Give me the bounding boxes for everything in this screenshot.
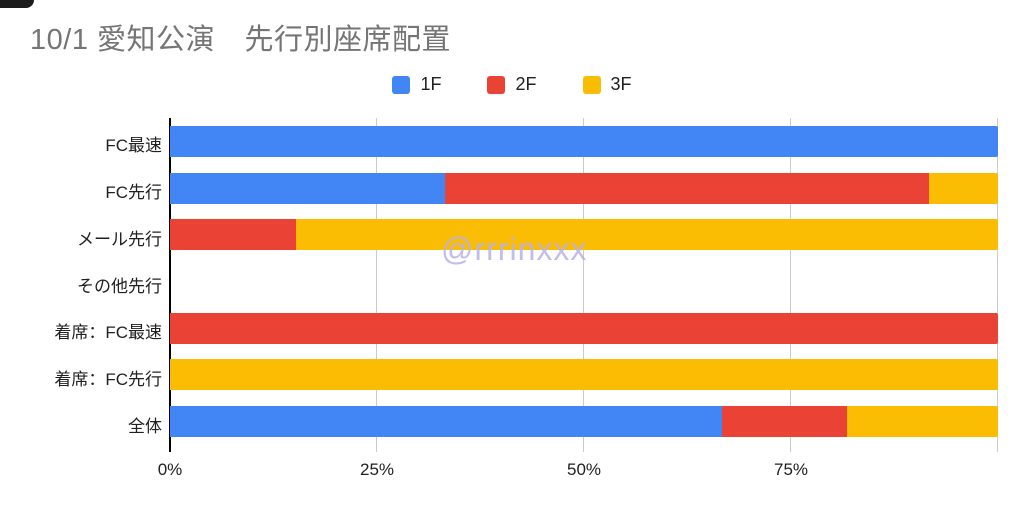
category-label-メール先行: メール先行	[77, 229, 162, 249]
x-tick-label-25%: 25%	[359, 460, 395, 479]
watermark: @rrrinxxx	[441, 231, 588, 267]
category-label-着席：FC最速: 着席：FC最速	[54, 323, 162, 343]
bar-segment-FC先行-2F	[444, 172, 930, 204]
bar-row-FC最速	[170, 125, 998, 157]
x-tick-label-0%: 0%	[157, 460, 183, 479]
legend-swatch-1F	[392, 75, 411, 94]
gridline-50	[583, 118, 584, 452]
category-label-FC最速: FC最速	[105, 136, 162, 156]
corner-artifact	[0, 0, 34, 8]
category-label-FC先行: FC先行	[105, 183, 162, 203]
legend-swatch-3F	[582, 75, 601, 94]
legend-label: 1F	[420, 74, 442, 94]
bar-row-着席：FC最速	[170, 312, 998, 344]
bar-segment-FC先行-3F	[929, 172, 998, 204]
bar-segment-FC最速-1F	[170, 125, 998, 157]
category-label-全体: 全体	[128, 416, 162, 436]
legend-item-2F: 2F	[487, 74, 537, 95]
x-tick-label-75%: 75%	[773, 460, 809, 479]
bar-segment-全体-3F	[847, 406, 998, 438]
gridline-100	[997, 118, 998, 452]
category-label-着席：FC先行: 着席：FC先行	[54, 369, 162, 389]
category-label-その他先行: その他先行	[77, 276, 162, 296]
bar-segment-全体-1F	[170, 406, 723, 438]
bar-segment-全体-2F	[722, 406, 848, 438]
bar-row-その他先行	[170, 266, 998, 297]
gridline-25	[376, 118, 377, 452]
bar-segment-着席：FC最速-2F	[170, 312, 998, 344]
legend-label: 3F	[610, 74, 632, 94]
x-tick-label-50%: 50%	[566, 460, 602, 479]
legend-item-1F: 1F	[392, 74, 441, 95]
chart-title: 10/1 愛知公演 先行別座席配置	[30, 24, 452, 56]
legend-swatch-2F	[487, 75, 506, 94]
gridline-75	[790, 118, 791, 452]
y-axis-line	[169, 118, 171, 452]
plot-area	[169, 118, 998, 452]
bar-segment-着席：FC先行-3F	[170, 359, 998, 391]
legend: 1F 2F 3F	[0, 74, 1024, 95]
bar-segment-メール先行-3F	[295, 219, 998, 251]
bar-segment-メール先行-2F	[170, 219, 296, 251]
bar-row-メール先行	[170, 219, 998, 251]
bar-segment-FC先行-1F	[170, 172, 445, 204]
legend-item-3F: 3F	[582, 74, 632, 95]
bar-row-着席：FC先行	[170, 359, 998, 391]
bar-row-全体	[170, 406, 998, 438]
bar-row-FC先行	[170, 172, 998, 204]
legend-label: 2F	[515, 74, 537, 94]
